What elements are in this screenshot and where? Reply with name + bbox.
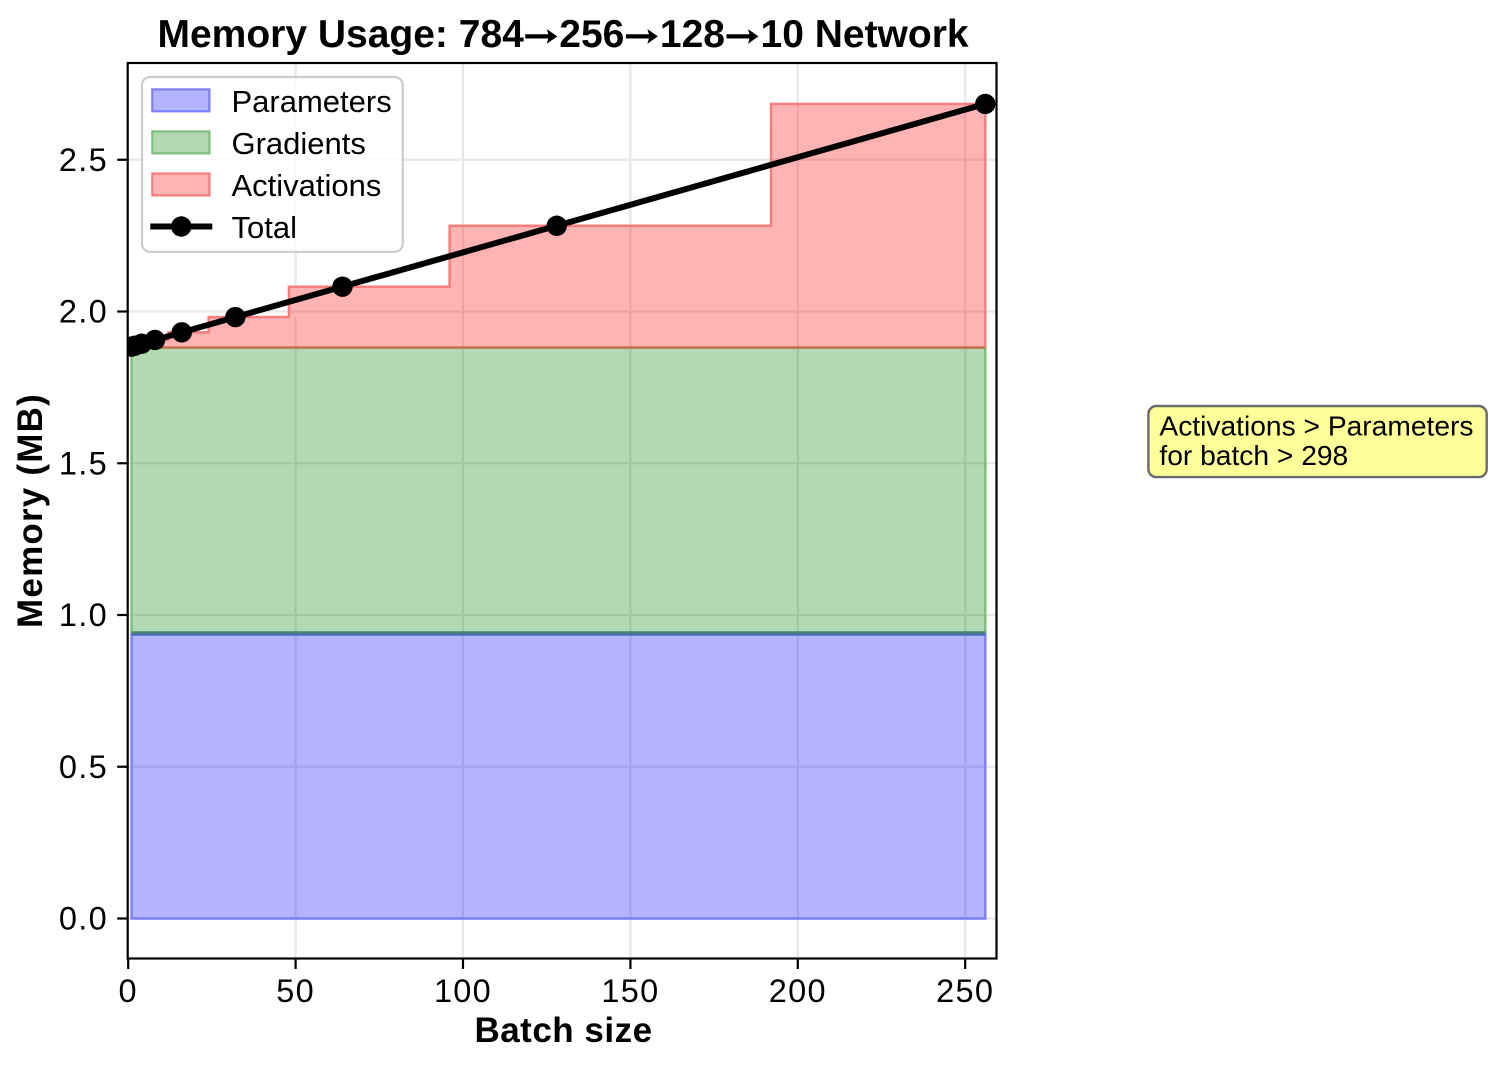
- svg-text:2.5: 2.5: [59, 142, 108, 178]
- svg-text:128: 128: [660, 13, 725, 56]
- svg-text:Parameters: Parameters: [232, 84, 392, 119]
- svg-text:Batch size: Batch size: [474, 1011, 652, 1050]
- svg-text:250: 250: [936, 973, 994, 1009]
- svg-text:200: 200: [769, 973, 827, 1009]
- svg-text:50: 50: [276, 973, 315, 1009]
- svg-text:1.0: 1.0: [59, 597, 108, 633]
- svg-text:Memory Usage: 784: Memory Usage: 784: [158, 13, 525, 56]
- svg-text:Activations > Parameters: Activations > Parameters: [1159, 409, 1473, 441]
- svg-text:2.0: 2.0: [59, 294, 108, 330]
- svg-text:0.5: 0.5: [59, 749, 108, 785]
- svg-text:10 Network: 10 Network: [761, 13, 969, 56]
- svg-text:Activations: Activations: [232, 168, 382, 203]
- svg-text:150: 150: [601, 973, 659, 1009]
- svg-text:Gradients: Gradients: [232, 126, 366, 161]
- svg-text:256: 256: [559, 13, 624, 56]
- svg-text:for batch > 298: for batch > 298: [1159, 439, 1348, 471]
- svg-text:0: 0: [119, 973, 138, 1009]
- svg-text:1.5: 1.5: [59, 445, 108, 481]
- svg-text:Memory (MB): Memory (MB): [11, 393, 50, 628]
- svg-text:0.0: 0.0: [59, 901, 108, 937]
- svg-text:Total: Total: [232, 210, 297, 245]
- svg-text:100: 100: [434, 973, 492, 1009]
